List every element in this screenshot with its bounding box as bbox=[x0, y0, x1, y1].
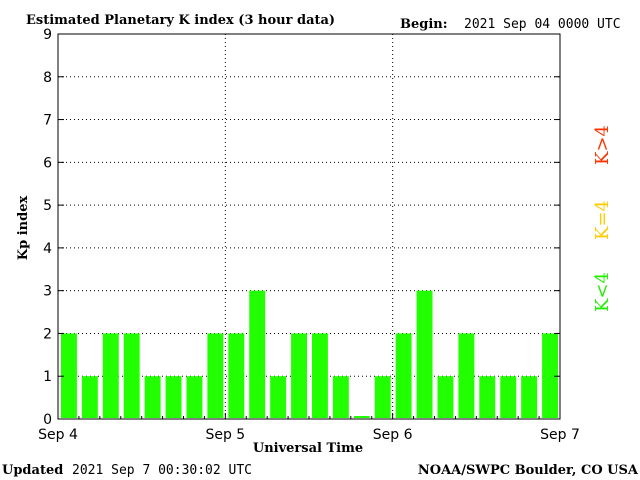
x-tick-label: Sep 6 bbox=[373, 427, 413, 443]
kp-bar: Sep 4 18: 1 bbox=[186, 376, 203, 418]
kp-bar: Sep 5 15: 1 bbox=[332, 376, 349, 418]
kp-bar: Sep 6 03: 3 bbox=[416, 290, 433, 418]
y-tick-label: 2 bbox=[43, 326, 52, 342]
y-tick-label: 9 bbox=[43, 27, 52, 43]
begin-label: Begin: bbox=[400, 17, 448, 32]
kp-bar: Sep 4 00: 2 bbox=[61, 333, 77, 418]
kp-bar: Sep 6 21: 2 bbox=[542, 333, 558, 418]
grid-lines bbox=[58, 34, 560, 419]
x-axis-label: Universal Time bbox=[253, 441, 363, 456]
x-tick-label: Sep 7 bbox=[540, 427, 580, 443]
kp-bar: Sep 6 00: 2 bbox=[395, 333, 412, 418]
y-tick-label: 0 bbox=[43, 412, 52, 428]
y-tick-label: 7 bbox=[43, 113, 52, 129]
updated-label: Updated bbox=[2, 463, 63, 478]
legend-k-greater-4: K>4 bbox=[592, 125, 613, 165]
legend-k-equal-4: K=4 bbox=[592, 200, 613, 240]
y-tick-label: 3 bbox=[43, 284, 52, 300]
kp-bar: Sep 4 03: 1 bbox=[81, 376, 98, 418]
kp-bar: Sep 6 18: 1 bbox=[521, 376, 538, 418]
kp-bar: Sep 5 21: 1 bbox=[374, 376, 391, 418]
y-tick-label: 8 bbox=[43, 70, 52, 86]
y-tick-label: 6 bbox=[43, 155, 52, 171]
y-tick-label: 1 bbox=[43, 369, 52, 385]
begin-value: 2021 Sep 04 0000 UTC bbox=[464, 17, 621, 32]
kp-bar: Sep 4 12: 1 bbox=[144, 376, 161, 418]
kp-bar: Sep 5 18: 0.07 bbox=[353, 416, 370, 418]
source-credit: NOAA/SWPC Boulder, CO USA bbox=[418, 463, 639, 478]
kp-bar: Sep 6 15: 1 bbox=[500, 376, 517, 418]
legend-k-less-4: K<4 bbox=[592, 272, 613, 312]
kp-bar: Sep 5 03: 3 bbox=[249, 290, 266, 418]
updated-value: 2021 Sep 7 00:30:02 UTC bbox=[72, 463, 252, 478]
y-tick-label: 4 bbox=[43, 241, 52, 257]
x-tick-label: Sep 5 bbox=[205, 427, 245, 443]
plot-frame bbox=[57, 33, 561, 420]
kp-bar: Sep 4 15: 1 bbox=[165, 376, 182, 418]
kp-bar: Sep 6 12: 1 bbox=[479, 376, 496, 418]
chart-title: Estimated Planetary K index (3 hour data… bbox=[26, 13, 335, 28]
kp-bar: Sep 5 06: 1 bbox=[270, 376, 287, 418]
kp-bar: Sep 6 06: 1 bbox=[437, 376, 454, 418]
kp-bar: Sep 4 21: 2 bbox=[207, 333, 224, 418]
y-axis-label: Kp index bbox=[16, 196, 31, 261]
y-axis: 0 1 2 3 4 5 6 7 8 9 bbox=[43, 27, 560, 428]
x-axis: Sep 4 Sep 5 Sep 6 Sep 7 bbox=[38, 413, 580, 443]
kp-bar: Sep 4 09: 2 bbox=[123, 333, 140, 418]
x-tick-label: Sep 4 bbox=[38, 427, 78, 443]
y-tick-label: 5 bbox=[43, 198, 52, 214]
kp-bar: Sep 4 06: 2 bbox=[102, 333, 119, 418]
kp-bar: Sep 5 12: 2 bbox=[312, 333, 328, 418]
kp-bar: Sep 6 09: 2 bbox=[458, 333, 475, 418]
kp-bar: Sep 5 00: 2 bbox=[228, 333, 245, 418]
kp-bar: Sep 5 09: 2 bbox=[291, 333, 307, 418]
